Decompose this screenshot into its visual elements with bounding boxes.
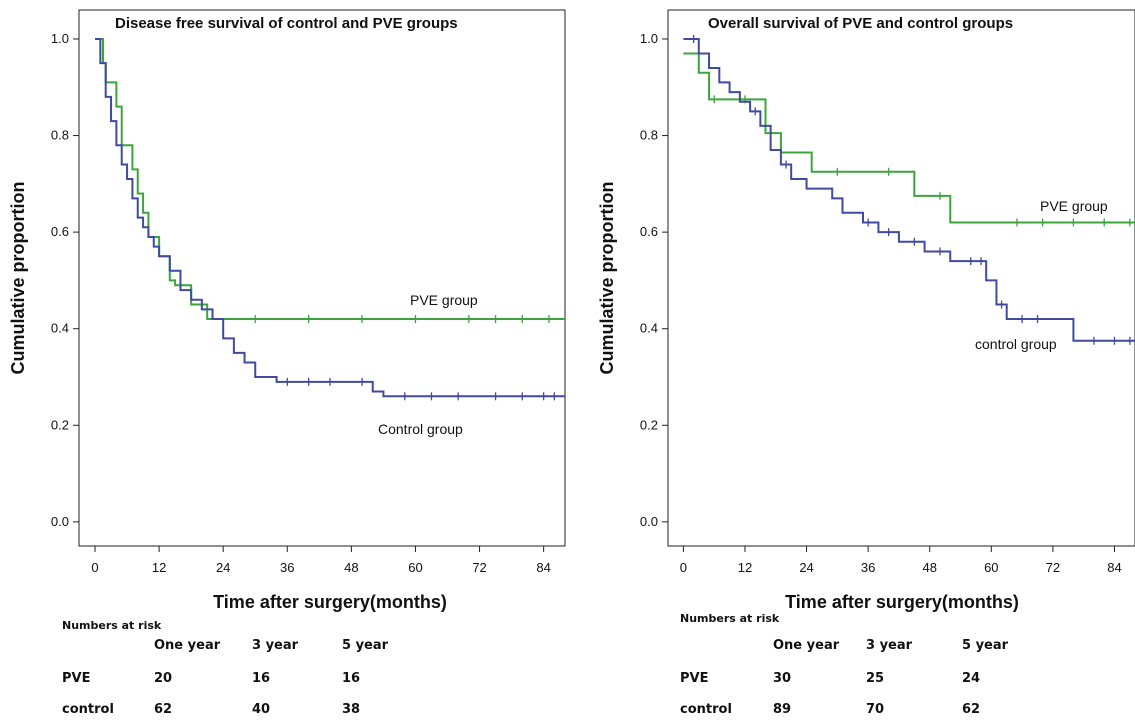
- y-axis-title: Cumulative proportion: [8, 182, 28, 375]
- risk-column-header: 3 year: [866, 638, 913, 653]
- x-tick-label: 36: [280, 560, 294, 575]
- y-tick-label: 0.8: [640, 128, 658, 143]
- plot-frame: [78, 9, 566, 547]
- x-tick-label: 72: [1046, 560, 1060, 575]
- x-tick-label: 36: [861, 560, 875, 575]
- curve-label-pve: PVE group: [1040, 198, 1108, 214]
- risk-table-title: Numbers at risk: [680, 612, 780, 625]
- x-tick-label: 84: [536, 560, 550, 575]
- curve-label-pve: PVE group: [410, 292, 478, 308]
- x-tick-label: 48: [344, 560, 358, 575]
- risk-column-header: 5 year: [342, 638, 389, 653]
- series-line-pve: [683, 52, 1135, 224]
- chart-title: Overall survival of PVE and control grou…: [708, 15, 1013, 32]
- risk-cell-value: 30: [773, 671, 792, 686]
- risk-cell-value: 62: [154, 702, 173, 717]
- risk-column-header: 3 year: [252, 638, 299, 653]
- plot-frame: [667, 9, 1135, 547]
- curve-label-control: Control group: [378, 421, 463, 437]
- y-axis-title: Cumulative proportion: [597, 182, 617, 375]
- x-tick-label: 60: [408, 560, 422, 575]
- y-tick-label: 0.0: [51, 514, 69, 529]
- risk-cell-value: 16: [252, 671, 271, 686]
- y-tick-label: 0.2: [51, 417, 69, 432]
- overall-survival-panel: 0.0 0.2 0.4 0.6 0.8 1.0 0 12 24 36 48 60 72 84 Overall…: [597, 9, 1135, 612]
- x-tick-label: 0: [680, 560, 687, 575]
- risk-row-label: PVE: [62, 671, 91, 686]
- risk-cell-value: 25: [866, 671, 885, 686]
- x-tick-label: 84: [1107, 560, 1121, 575]
- risk-cell-value: 24: [962, 671, 981, 686]
- x-tick-label: 12: [738, 560, 752, 575]
- series-line-control: [683, 37, 1135, 342]
- x-axis-title: Time after surgery(months): [785, 592, 1019, 612]
- y-tick-label: 0.4: [51, 321, 69, 336]
- y-tick-label: 1.0: [640, 31, 658, 46]
- y-tick-label: 0.6: [640, 224, 658, 239]
- series-line-pve: [95, 37, 565, 321]
- risk-cell-value: 38: [342, 702, 361, 717]
- risk-row-label: PVE: [680, 671, 709, 686]
- risk-cell-value: 40: [252, 702, 271, 717]
- x-tick-label: 60: [984, 560, 998, 575]
- x-tick-label: 72: [472, 560, 486, 575]
- y-tick-label: 0.4: [640, 321, 658, 336]
- risk-cell-value: 20: [154, 671, 173, 686]
- risk-column-header: 5 year: [962, 638, 1009, 653]
- risk-cell-value: 89: [773, 702, 792, 717]
- y-tick-label: 1.0: [51, 31, 69, 46]
- disease-free-survival-panel: 0.0 0.2 0.4 0.6 0.8 1.0 0 12 24 36 48 60 72 84 Disease…: [8, 9, 566, 612]
- x-axis-title: Time after surgery(months): [213, 592, 447, 612]
- risk-cell-value: 62: [962, 702, 981, 717]
- risk-column-header: One year: [154, 638, 221, 653]
- curve-label-control: control group: [975, 336, 1057, 352]
- y-tick-label: 0.0: [640, 514, 658, 529]
- risk-table-title: Numbers at risk: [62, 619, 162, 632]
- y-tick-label: 0.8: [51, 128, 69, 143]
- chart-title: Disease free survival of control and PVE…: [115, 15, 458, 32]
- risk-row-label: control: [62, 702, 114, 717]
- x-tick-label: 24: [799, 560, 813, 575]
- x-tick-label: 12: [152, 560, 166, 575]
- series-line-control: [95, 37, 565, 398]
- x-tick-label: 24: [216, 560, 230, 575]
- risk-cell-value: 70: [866, 702, 885, 717]
- y-tick-label: 0.6: [51, 224, 69, 239]
- y-tick-label: 0.2: [640, 417, 658, 432]
- x-tick-label: 48: [922, 560, 936, 575]
- risk-column-header: One year: [773, 638, 840, 653]
- risk-cell-value: 16: [342, 671, 361, 686]
- risk-row-label: control: [680, 702, 732, 717]
- x-tick-label: 0: [91, 560, 98, 575]
